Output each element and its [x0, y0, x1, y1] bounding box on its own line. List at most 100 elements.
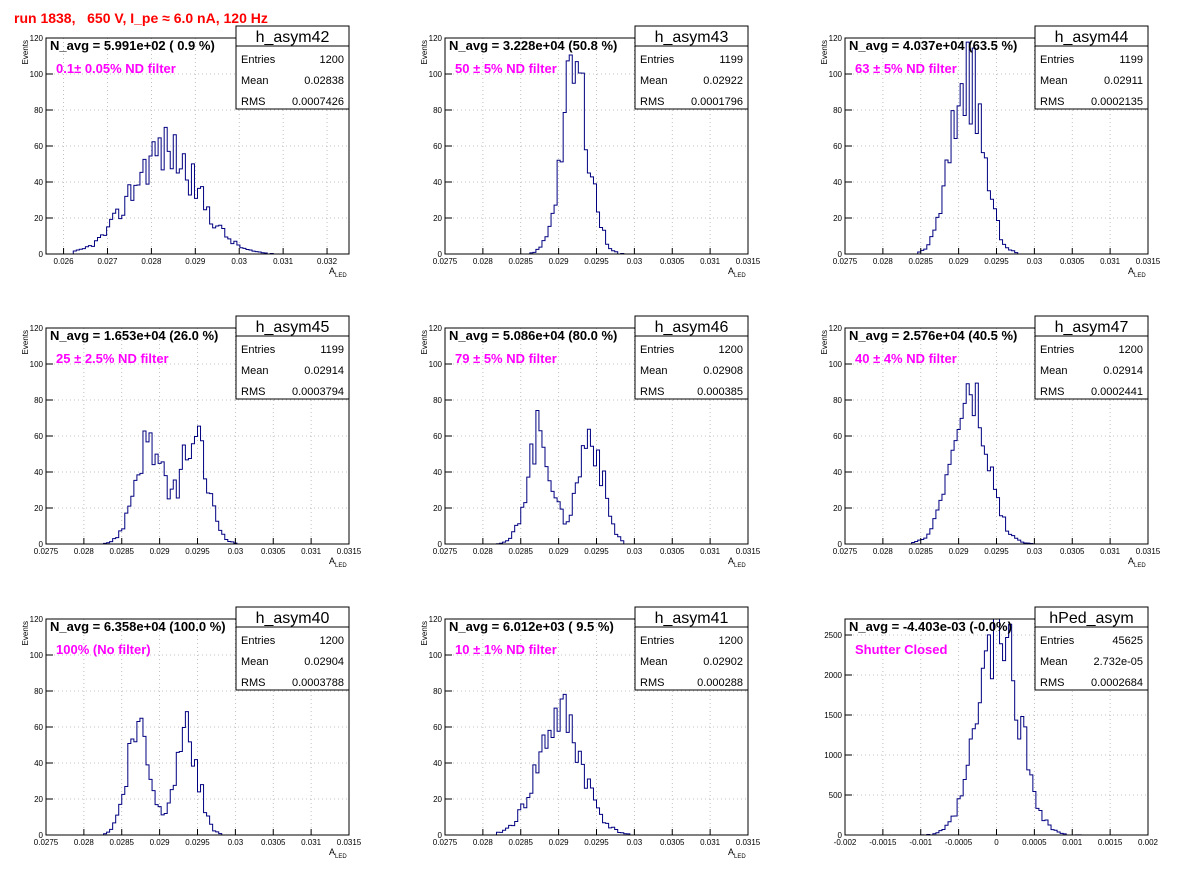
y-tick-label: 80 [433, 106, 442, 115]
stat-label-mean: Mean [640, 75, 668, 87]
y-tick-label: 2000 [824, 671, 842, 680]
x-tick-label: 0.0305 [261, 838, 286, 847]
x-axis-title: ALED [728, 847, 746, 860]
stats-box: h_asym45 Entries 1199 Mean 0.02914 RMS 0.00037… [235, 315, 350, 400]
y-tick-label: 80 [833, 396, 842, 405]
stat-value-rms: 0.0002684 [1091, 677, 1143, 689]
x-tick-label: 0.026 [54, 257, 75, 266]
stat-value-mean: 0.02914 [1103, 365, 1143, 377]
histogram-bars [845, 382, 1148, 545]
x-axis-title: ALED [1128, 266, 1146, 279]
stat-label-mean: Mean [241, 75, 269, 87]
y-tick-label: 0 [838, 540, 843, 549]
stat-label-entries: Entries [1040, 344, 1075, 356]
x-tick-label: 0.029 [949, 257, 970, 266]
stat-label-rms: RMS [241, 677, 265, 689]
run-title: run 1838, 650 V, I_pe ≈ 6.0 nA, 120 Hz [14, 10, 268, 26]
x-tick-label: 0.0315 [1136, 257, 1161, 266]
x-axis-title-subscript: LED [734, 854, 746, 860]
x-tick-label: 0.028 [141, 257, 162, 266]
x-tick-label: 0.0295 [584, 547, 609, 556]
y-tick-label: 40 [433, 759, 442, 768]
stat-label-rms: RMS [1040, 677, 1064, 689]
stat-label-entries: Entries [1040, 54, 1075, 66]
x-tick-label: 0.031 [301, 547, 322, 556]
histogram-panel-hPed_asym: -0.002 -0.0015 -0.001 -0.0005 0 0.0005 0.001 0.… [824, 606, 1159, 847]
y-axis-title: Events [420, 40, 429, 64]
x-tick-label: 0.03 [231, 257, 247, 266]
histogram-name: h_asym46 [655, 319, 729, 336]
navg-label: N_avg = 6.012e+03 ( 9.5 %) [449, 619, 614, 634]
x-tick-label: -0.0005 [945, 838, 973, 847]
y-tick-label: 40 [34, 759, 43, 768]
stat-value-mean: 0.02838 [304, 75, 344, 87]
y-tick-label: 0 [838, 250, 843, 259]
y-axis-title: Events [420, 621, 429, 645]
stat-label-rms: RMS [640, 386, 664, 398]
stats-box: h_asym42 Entries 1200 Mean 0.02838 RMS 0.00074… [235, 25, 350, 110]
stat-label-entries: Entries [241, 635, 276, 647]
x-tick-label: 0.0285 [509, 547, 534, 556]
filter-label: 25 ± 2.5% ND filter [56, 351, 169, 366]
y-tick-label: 80 [34, 396, 43, 405]
x-tick-label: 0.032 [317, 257, 338, 266]
histogram-panel-h_asym46: 0.0275 0.028 0.0285 0.029 0.0295 0.03 0.0305 0.… [420, 315, 761, 569]
stats-box-frame [1034, 25, 1149, 110]
x-tick-label: 0.028 [74, 547, 95, 556]
stat-label-entries: Entries [640, 344, 675, 356]
x-tick-label: 0.029 [185, 257, 206, 266]
stat-value-entries: 1200 [719, 635, 743, 647]
filter-label: 79 ± 5% ND filter [455, 351, 557, 366]
stats-box: h_asym43 Entries 1199 Mean 0.02922 RMS 0.00017… [634, 25, 749, 110]
x-tick-label: -0.002 [834, 838, 857, 847]
x-tick-label: 0.03 [228, 547, 244, 556]
x-tick-label: 0.028 [473, 547, 494, 556]
filter-label: 63 ± 5% ND filter [855, 61, 957, 76]
x-axis-title: ALED [329, 556, 347, 569]
y-tick-label: 100 [30, 70, 44, 79]
navg-label: N_avg = 5.086e+04 (80.0 %) [449, 328, 617, 343]
x-tick-label: 0.0285 [110, 838, 135, 847]
x-tick-label: 0.0285 [509, 838, 534, 847]
y-tick-label: 100 [429, 360, 443, 369]
y-tick-label: 20 [433, 504, 442, 513]
y-tick-label: 120 [30, 34, 44, 43]
stats-box-frame [634, 606, 749, 691]
histogram-name: h_asym45 [256, 319, 330, 336]
y-axis-title: Events [420, 330, 429, 354]
x-tick-label: 0.028 [74, 838, 95, 847]
y-axis-title: Events [21, 621, 30, 645]
stat-value-mean: 0.02902 [703, 656, 743, 668]
y-axis-title: Events [21, 330, 30, 354]
x-tick-label: 0.0315 [736, 257, 761, 266]
stat-label-rms: RMS [1040, 386, 1064, 398]
x-tick-label: 0.0275 [833, 257, 858, 266]
y-tick-label: 20 [34, 504, 43, 513]
stat-value-mean: 0.02908 [703, 365, 743, 377]
x-axis-title: ALED [1128, 556, 1146, 569]
x-axis-title: ALED [728, 266, 746, 279]
y-tick-label: 60 [433, 142, 442, 151]
x-tick-label: 0.0275 [433, 257, 458, 266]
y-tick-label: 0 [39, 540, 44, 549]
stat-label-rms: RMS [640, 96, 664, 108]
x-tick-label: 0.0275 [34, 838, 59, 847]
y-tick-label: 0 [39, 831, 44, 840]
histogram-panel-h_asym45: 0.0275 0.028 0.0285 0.029 0.0295 0.03 0.0305 0.… [21, 315, 362, 569]
y-axis-title: Events [820, 330, 829, 354]
stat-value-mean: 0.02922 [703, 75, 743, 87]
x-tick-label: 0.0305 [660, 838, 685, 847]
x-tick-label: 0.0295 [984, 547, 1009, 556]
x-axis-title: ALED [329, 266, 347, 279]
x-tick-label: 0.0285 [909, 257, 934, 266]
y-axis-title: Events [21, 40, 30, 64]
y-tick-label: 40 [833, 178, 842, 187]
y-axis-title: Events [820, 40, 829, 64]
y-tick-label: 0 [438, 540, 443, 549]
y-tick-label: 60 [433, 723, 442, 732]
x-tick-label: 0.0275 [433, 547, 458, 556]
x-tick-label: 0.0275 [34, 547, 59, 556]
x-tick-label: 0.029 [150, 838, 171, 847]
x-tick-label: 0.03 [228, 838, 244, 847]
x-tick-label: 0.0315 [337, 838, 362, 847]
